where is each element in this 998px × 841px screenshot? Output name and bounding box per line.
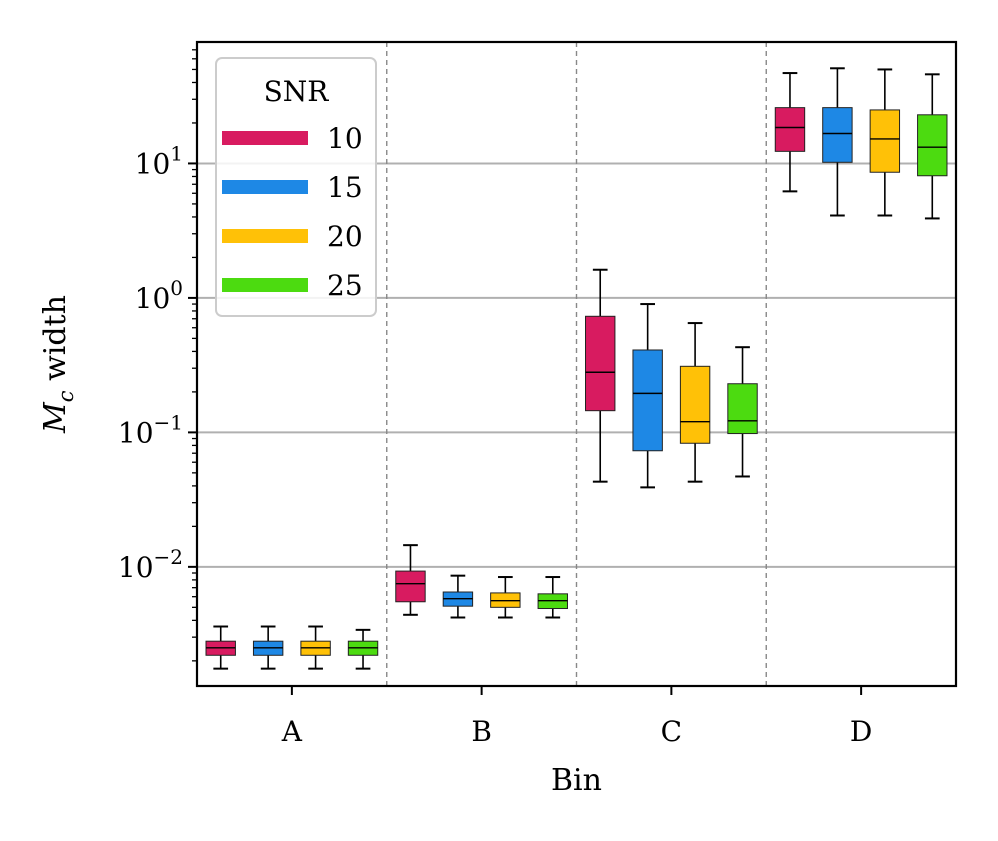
box-plot-item (727, 346, 758, 478)
y-tick-label: 10−1 (118, 410, 183, 449)
box-iqr (395, 570, 426, 603)
x-tick-label: B (471, 715, 492, 748)
y-axis-title: Mc width (38, 295, 78, 434)
box-iqr (774, 107, 806, 152)
box-plot-item (869, 68, 901, 217)
box-plot-item (300, 625, 331, 670)
box-plots (205, 67, 948, 670)
box-iqr (869, 109, 901, 173)
y-axis-title-subscript: c (54, 390, 78, 402)
box-plot-item (252, 625, 284, 670)
box-iqr (822, 107, 853, 163)
y-tick-label: 100 (135, 276, 183, 315)
legend-label: 15 (327, 171, 363, 204)
box-plot-item (537, 576, 568, 619)
box-plot-item (347, 628, 379, 670)
box-plot-item (585, 268, 616, 483)
box-iqr (679, 365, 711, 444)
box-plot-item (917, 73, 948, 220)
box-plot-item (822, 67, 853, 217)
box-plot-item (395, 544, 426, 616)
legend-swatch (222, 278, 308, 292)
box-plot-item (442, 574, 474, 619)
legend-label: 20 (327, 220, 363, 253)
box-plot-item (632, 303, 663, 489)
legend-swatch (222, 229, 308, 243)
plot-area-frame (195, 40, 958, 688)
legend-swatch (222, 180, 308, 194)
box-iqr (727, 383, 758, 435)
y-tick-label: 101 (135, 141, 183, 180)
box-iqr (917, 114, 948, 177)
legend-swatch (222, 131, 308, 145)
box-plot-item (679, 322, 711, 483)
y-axis-title-rest: width (38, 295, 73, 390)
y-axis-title-symbol: M (38, 401, 73, 434)
box-plot-item (774, 72, 806, 193)
box-plot-item (205, 625, 236, 670)
box-plot-item (490, 576, 521, 619)
legend-label: 25 (327, 269, 363, 302)
legend-label: 10 (327, 122, 363, 155)
x-tick-label: D (850, 715, 872, 748)
x-tick-label: A (281, 715, 303, 748)
x-axis-title: Bin (551, 763, 602, 798)
legend-title: SNR (264, 75, 330, 108)
box-iqr (632, 349, 663, 452)
y-tick-label: 10−2 (118, 545, 183, 584)
legend: SNR 10 15 20 25 (215, 57, 377, 317)
x-tick-label: C (661, 715, 682, 748)
axis-ticks: 10−2 10−1 100 101 A B C D (118, 141, 872, 748)
box-iqr (585, 315, 616, 412)
